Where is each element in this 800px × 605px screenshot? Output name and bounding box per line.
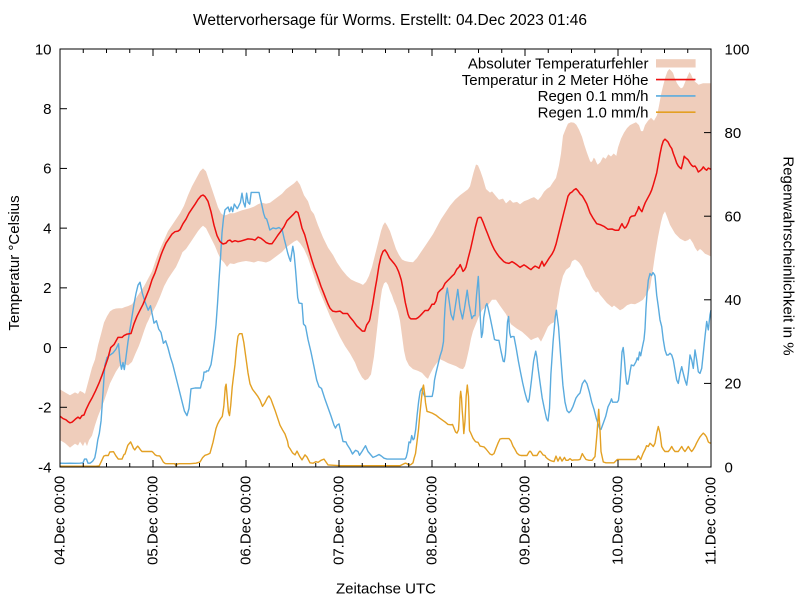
svg-text:05.Dec 00:00: 05.Dec 00:00 xyxy=(145,476,162,565)
svg-text:08.Dec 00:00: 08.Dec 00:00 xyxy=(424,476,441,565)
svg-text:11.Dec 00:00: 11.Dec 00:00 xyxy=(703,477,720,565)
svg-text:2: 2 xyxy=(43,280,51,297)
svg-text:Temperatur °Celsius: Temperatur °Celsius xyxy=(6,195,23,330)
svg-text:09.Dec 00:00: 09.Dec 00:00 xyxy=(517,476,534,565)
svg-text:-4: -4 xyxy=(38,459,51,476)
svg-text:0: 0 xyxy=(725,459,733,476)
svg-text:10.Dec 00:00: 10.Dec 00:00 xyxy=(610,476,627,565)
svg-text:80: 80 xyxy=(725,125,742,142)
svg-text:4: 4 xyxy=(43,220,51,237)
svg-text:07.Dec 00:00: 07.Dec 00:00 xyxy=(331,476,348,565)
svg-text:Regenwahrscheinlichkeit in %: Regenwahrscheinlichkeit in % xyxy=(780,156,797,355)
svg-text:04.Dec 00:00: 04.Dec 00:00 xyxy=(52,476,69,565)
svg-text:40: 40 xyxy=(725,292,742,309)
svg-text:Temperatur in 2 Meter Höhe: Temperatur in 2 Meter Höhe xyxy=(462,72,649,89)
svg-text:-2: -2 xyxy=(38,400,51,417)
svg-text:Regen 0.1 mm/h: Regen 0.1 mm/h xyxy=(538,88,649,105)
svg-text:20: 20 xyxy=(725,376,742,393)
svg-text:8: 8 xyxy=(43,101,51,118)
svg-text:Absoluter Temperaturfehler: Absoluter Temperaturfehler xyxy=(468,56,649,73)
svg-text:Regen 1.0 mm/h: Regen 1.0 mm/h xyxy=(538,105,649,122)
svg-text:6: 6 xyxy=(43,161,51,178)
svg-text:10: 10 xyxy=(35,41,52,58)
svg-text:60: 60 xyxy=(725,209,742,226)
svg-text:100: 100 xyxy=(725,41,750,58)
svg-text:0: 0 xyxy=(43,340,51,357)
svg-text:Zeitachse UTC: Zeitachse UTC xyxy=(336,580,436,597)
svg-text:06.Dec 00:00: 06.Dec 00:00 xyxy=(238,476,255,565)
svg-text:Wettervorhersage für Worms. Er: Wettervorhersage für Worms. Erstellt: 04… xyxy=(193,12,587,29)
